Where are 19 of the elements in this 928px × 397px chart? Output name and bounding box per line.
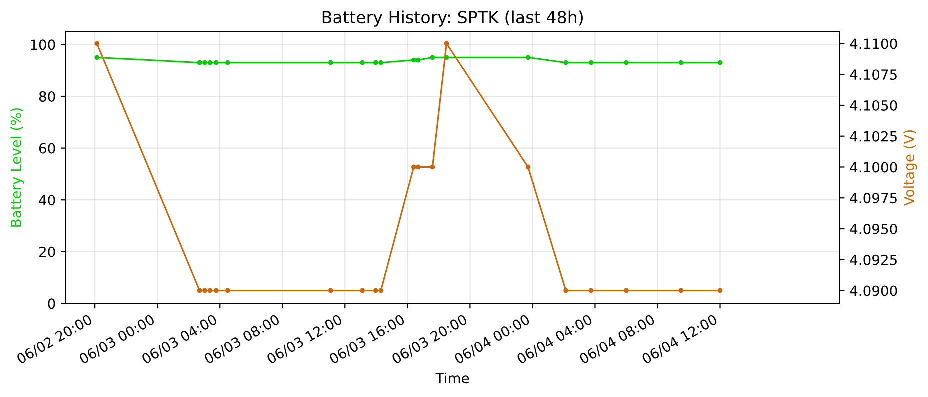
y-tick-label: 0	[48, 298, 56, 310]
y2-axis-title: Voltage (V)	[904, 130, 918, 206]
y2-tick-label: 4.0950	[850, 224, 898, 234]
y2-tick-label: 4.1100	[850, 38, 898, 50]
y2-tick-label: 4.0975	[850, 193, 897, 204]
y2-tick-label: 4.1075	[850, 70, 897, 80]
y2-tick-label: 4.0900	[850, 286, 898, 296]
y2-tick-label: 4.0925	[850, 254, 897, 266]
y2-tick-label: 4.1050	[850, 100, 898, 111]
y2-tick-label: 4.1000	[850, 162, 898, 173]
chart-title: Battery History: SPTK (last 48h)	[322, 10, 584, 27]
y-axis-title: Battery Level (%)	[10, 108, 24, 227]
y2-tick-label: 4.1025	[850, 131, 897, 142]
y-tick-label: 40	[39, 195, 56, 206]
y-tick-label: 20	[40, 246, 56, 258]
y-tick-label: 100	[31, 40, 56, 50]
y-tick-label: 60	[39, 143, 56, 154]
x-axis-title: Time	[436, 372, 470, 384]
y-tick-label: 80	[39, 91, 56, 102]
